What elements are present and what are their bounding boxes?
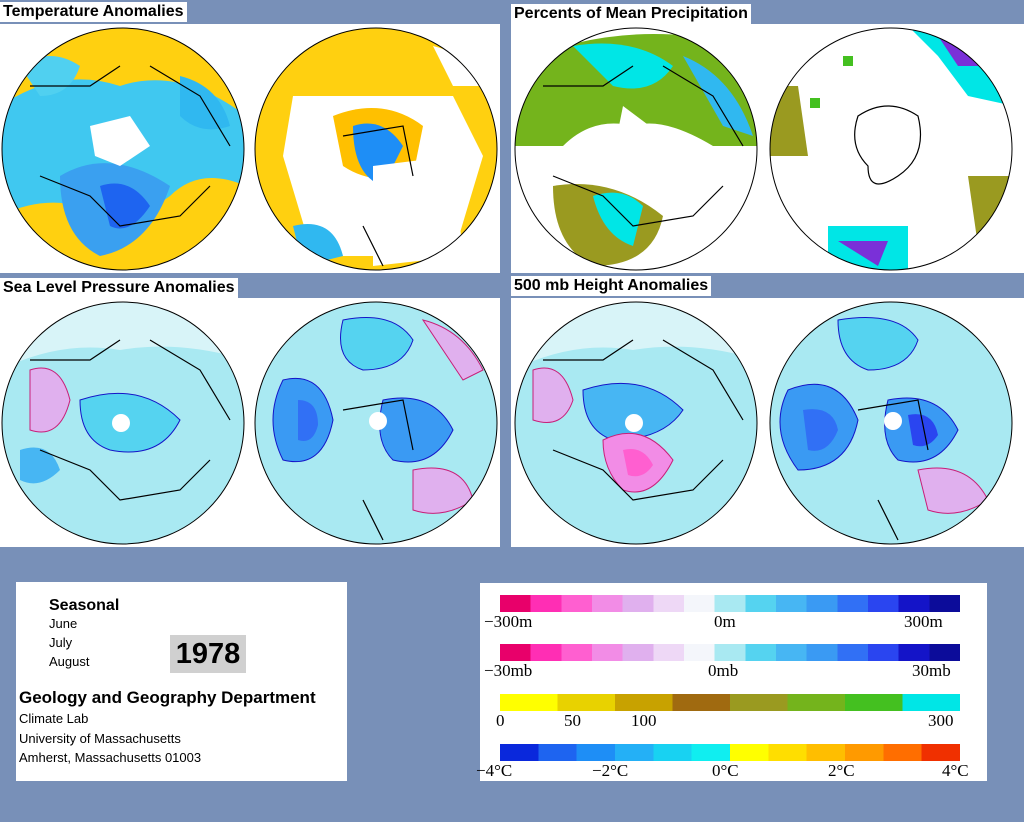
precip-label-100: 100 xyxy=(631,711,657,730)
legend-box: −300m 0m 300m −30mb 0mb 30mb 0 50 100 30… xyxy=(476,583,987,781)
precipitation-panel xyxy=(511,24,1024,273)
temp-label-m2: −2°C xyxy=(592,761,629,780)
temperature-map-nh xyxy=(1,27,245,271)
precipitation-map-sh xyxy=(769,27,1013,271)
height-title: 500 mb Height Anomalies xyxy=(511,276,712,296)
precipitation-title: Percents of Mean Precipitation xyxy=(511,4,751,24)
address-line-1: Climate Lab xyxy=(19,711,89,726)
temp-colorbar xyxy=(500,744,960,761)
pressure-map-sh xyxy=(254,301,498,545)
pressure-panel xyxy=(0,298,500,547)
address-line-3: Amherst, Massachusetts 01003 xyxy=(19,750,202,765)
year-badge: 1978 xyxy=(170,635,246,673)
precip-label-300: 300 xyxy=(928,711,954,730)
pressure-colorbar xyxy=(500,644,960,661)
precip-label-50: 50 xyxy=(564,711,581,730)
pressure-label-max: 30mb xyxy=(912,661,951,680)
temperature-title: Temperature Anomalies xyxy=(0,2,187,22)
height-map-nh xyxy=(514,301,758,545)
height-label-min: −300m xyxy=(484,612,533,631)
temp-label-m4: −4°C xyxy=(476,761,513,780)
temp-label-2: 2°C xyxy=(828,761,855,780)
temp-label-4: 4°C xyxy=(942,761,969,780)
pressure-map-nh xyxy=(1,301,245,545)
precip-label-0: 0 xyxy=(496,711,505,730)
pressure-title: Sea Level Pressure Anomalies xyxy=(0,278,238,298)
pressure-label-min: −30mb xyxy=(484,661,533,680)
month-june: June xyxy=(49,616,78,631)
height-label-zero: 0m xyxy=(714,612,736,631)
season-label: Seasonal xyxy=(49,597,120,614)
precipitation-map-nh xyxy=(514,27,758,271)
height-map-sh xyxy=(769,301,1013,545)
month-july: July xyxy=(49,635,73,650)
temperature-map-sh xyxy=(254,27,498,271)
temperature-panel xyxy=(0,24,500,273)
height-panel xyxy=(511,298,1024,547)
height-colorbar xyxy=(500,595,960,612)
info-box: Seasonal June July August 1978 Geology a… xyxy=(16,582,347,781)
pressure-label-zero: 0mb xyxy=(708,661,739,680)
department-name: Geology and Geography Department xyxy=(19,688,316,707)
height-label-max: 300m xyxy=(904,612,943,631)
temp-label-0: 0°C xyxy=(712,761,739,780)
address-line-2: University of Massachusetts xyxy=(19,731,181,746)
month-august: August xyxy=(49,654,90,669)
precip-colorbar xyxy=(500,694,960,711)
